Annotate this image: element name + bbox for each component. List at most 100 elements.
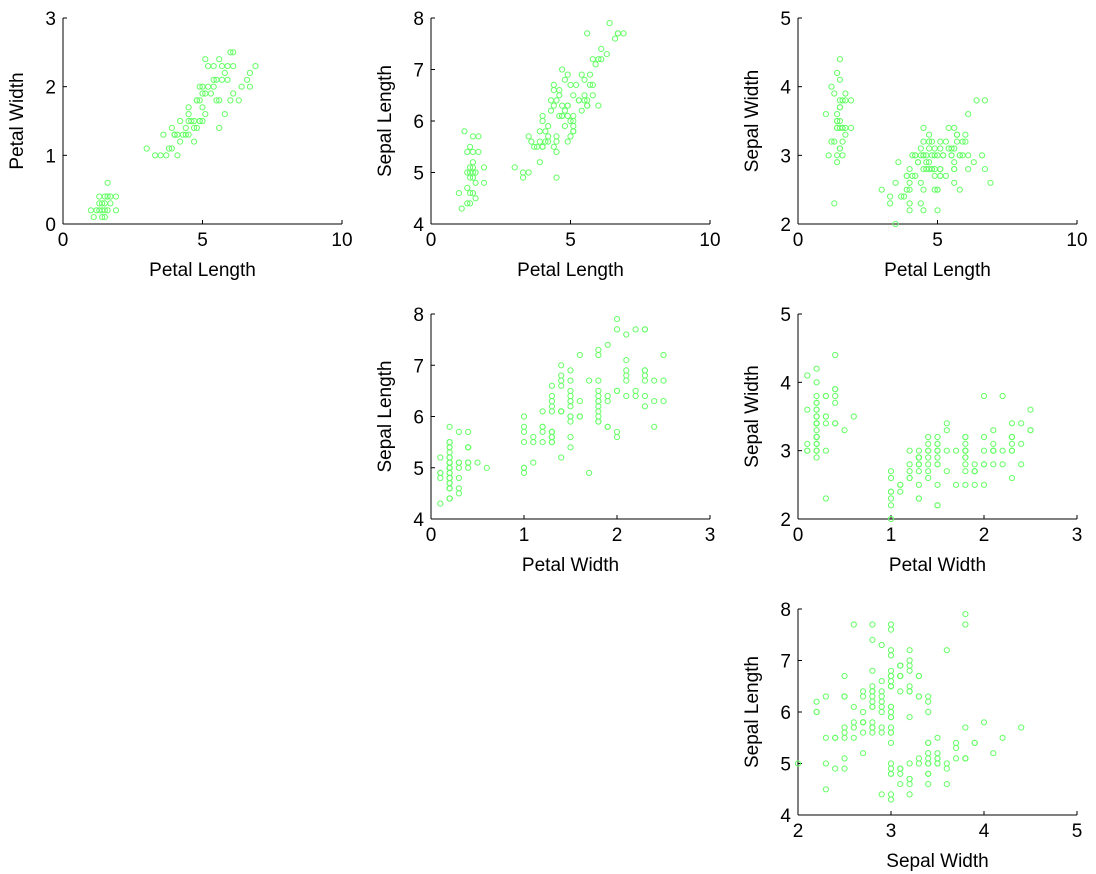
data-point xyxy=(446,474,453,482)
data-point xyxy=(446,444,453,451)
data-point xyxy=(165,145,173,152)
data-point xyxy=(539,143,546,150)
data-point xyxy=(959,138,966,145)
data-point xyxy=(567,433,574,441)
data-point xyxy=(934,502,941,509)
data-point xyxy=(556,87,563,94)
data-point xyxy=(850,413,857,420)
x-tick-label: 3 xyxy=(705,525,716,546)
data-point xyxy=(915,481,923,488)
data-point xyxy=(567,392,574,400)
data-point xyxy=(887,647,895,654)
data-point xyxy=(942,138,950,145)
data-point xyxy=(839,138,846,145)
x-tick-label: 5 xyxy=(565,230,576,251)
data-point xyxy=(446,449,453,456)
data-point xyxy=(962,621,969,628)
data-point xyxy=(196,97,203,104)
data-point xyxy=(860,708,867,716)
data-point xyxy=(1027,406,1034,413)
data-point xyxy=(472,179,479,186)
y-tick-label: 2 xyxy=(780,215,791,236)
data-point xyxy=(632,326,639,333)
data-point xyxy=(483,464,490,471)
data-point xyxy=(943,781,950,788)
data-point xyxy=(528,138,535,145)
data-point xyxy=(480,179,488,186)
scatter-panel-2: 0 5 10 4 5 6 7 8 Petal Length Sepal Length xyxy=(375,9,721,281)
data-point xyxy=(112,207,120,214)
data-point xyxy=(550,87,557,94)
data-point xyxy=(545,123,552,130)
data-point xyxy=(227,49,234,56)
data-point xyxy=(943,760,950,767)
data-point xyxy=(553,138,560,145)
data-point xyxy=(467,143,474,150)
x-tick-label: 4 xyxy=(979,821,990,842)
data-point xyxy=(834,159,841,166)
data-point xyxy=(465,464,472,471)
data-point xyxy=(191,138,198,145)
data-point xyxy=(96,193,103,200)
data-point xyxy=(586,469,593,476)
data-point xyxy=(928,166,936,173)
data-point xyxy=(887,667,895,674)
data-point xyxy=(99,200,106,207)
data-point xyxy=(925,755,932,762)
data-point xyxy=(547,97,555,104)
data-point xyxy=(822,786,830,793)
data-point xyxy=(934,454,941,461)
data-point xyxy=(446,454,453,461)
data-point xyxy=(227,97,234,104)
data-point xyxy=(641,367,649,374)
data-point xyxy=(595,346,602,353)
data-point xyxy=(553,133,560,140)
data-point xyxy=(458,205,465,212)
y-tick-label: 4 xyxy=(413,215,424,236)
data-point xyxy=(804,406,811,413)
data-point xyxy=(595,413,602,420)
data-point xyxy=(915,693,923,700)
data-point xyxy=(564,112,571,120)
data-point xyxy=(906,461,913,468)
data-point xyxy=(832,392,839,400)
y-axis-label-sepal-length: Sepal Length xyxy=(742,656,763,768)
data-point xyxy=(943,427,950,434)
data-point xyxy=(589,81,596,89)
data-point xyxy=(804,447,811,454)
data-point xyxy=(564,71,571,78)
data-point xyxy=(641,403,649,410)
scatter-panel-3: 0 5 10 2 3 4 5 Petal Length Sepal Width xyxy=(742,9,1088,281)
data-point xyxy=(813,399,820,406)
data-point xyxy=(570,128,577,135)
data-point xyxy=(931,186,938,193)
data-point xyxy=(813,698,820,705)
data-point xyxy=(567,133,574,140)
data-point xyxy=(1027,427,1034,434)
data-point xyxy=(660,377,667,384)
data-point xyxy=(956,152,963,159)
data-point xyxy=(980,392,988,400)
data-point xyxy=(962,724,969,731)
data-point xyxy=(570,112,577,120)
data-point xyxy=(925,770,932,777)
data-point xyxy=(437,500,444,507)
data-point xyxy=(903,172,910,179)
data-point xyxy=(598,45,605,53)
data-point xyxy=(999,461,1006,468)
data-point xyxy=(613,428,621,435)
data-point xyxy=(455,459,462,466)
data-point xyxy=(850,621,857,628)
data-point xyxy=(446,439,453,446)
data-point xyxy=(962,447,969,454)
data-point xyxy=(869,636,876,644)
x-tick-label: 3 xyxy=(1072,525,1083,546)
data-point xyxy=(906,683,913,690)
data-point xyxy=(174,131,181,138)
data-point xyxy=(101,214,108,221)
y-tick-label: 7 xyxy=(413,356,424,377)
data-point xyxy=(850,734,857,741)
data-point xyxy=(906,667,913,674)
data-point xyxy=(623,367,630,374)
data-point xyxy=(472,169,479,176)
